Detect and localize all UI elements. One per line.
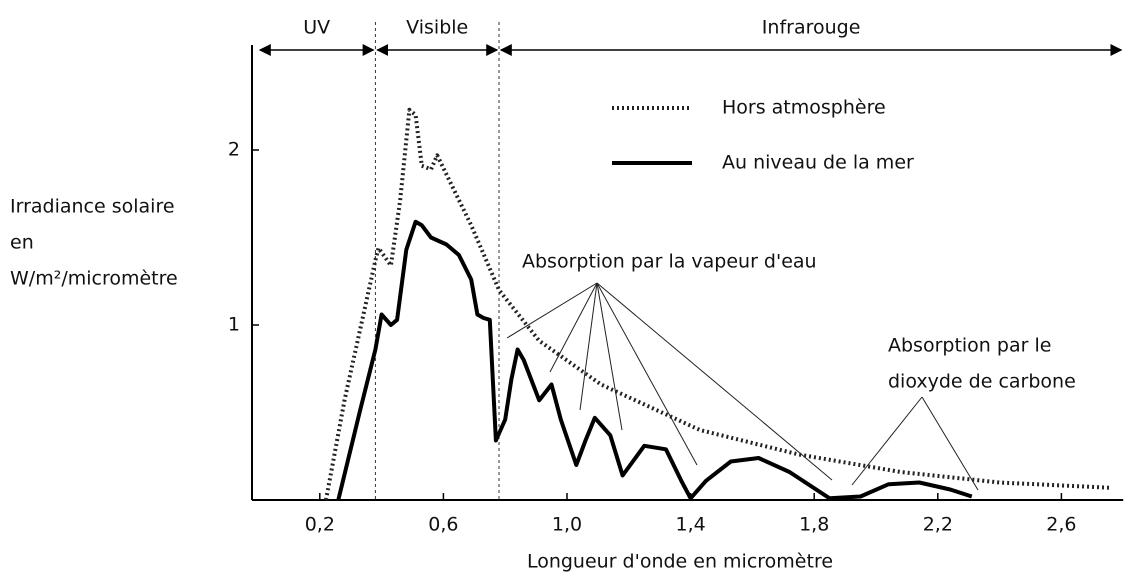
x-tick-label: 2,6 <box>1046 514 1076 536</box>
leader-lines <box>506 282 979 491</box>
band-label: Infrarouge <box>762 17 861 39</box>
y-axis-label: en <box>10 232 34 254</box>
x-axis-label: Longueur d'onde en micromètre <box>527 551 833 573</box>
x-tick-label: 0,2 <box>305 514 335 536</box>
band-label: Visible <box>406 17 468 39</box>
y-tick-label: 2 <box>228 139 240 161</box>
line-series <box>324 107 1111 501</box>
x-tick-label: 1,4 <box>675 514 705 536</box>
line-series <box>336 219 973 501</box>
legend-label: Hors atmosphère <box>722 97 886 119</box>
y-axis-label: Irradiance solaire <box>10 196 175 218</box>
annotation: Absorption par la vapeur d'eau <box>522 251 817 273</box>
x-tick-label: 1,0 <box>552 514 582 536</box>
band-label: UV <box>303 17 330 39</box>
y-axis-label: W/m²/micromètre <box>10 268 178 290</box>
x-tick-label: 0,6 <box>428 514 458 536</box>
annotation: Absorption par le <box>888 335 1051 357</box>
y-tick-label: 1 <box>228 314 240 336</box>
annotation: dioxyde de carbone <box>888 371 1076 393</box>
legend-label: Au niveau de la mer <box>722 152 914 174</box>
x-tick-label: 2,2 <box>923 514 953 536</box>
x-tick-label: 1,8 <box>799 514 829 536</box>
